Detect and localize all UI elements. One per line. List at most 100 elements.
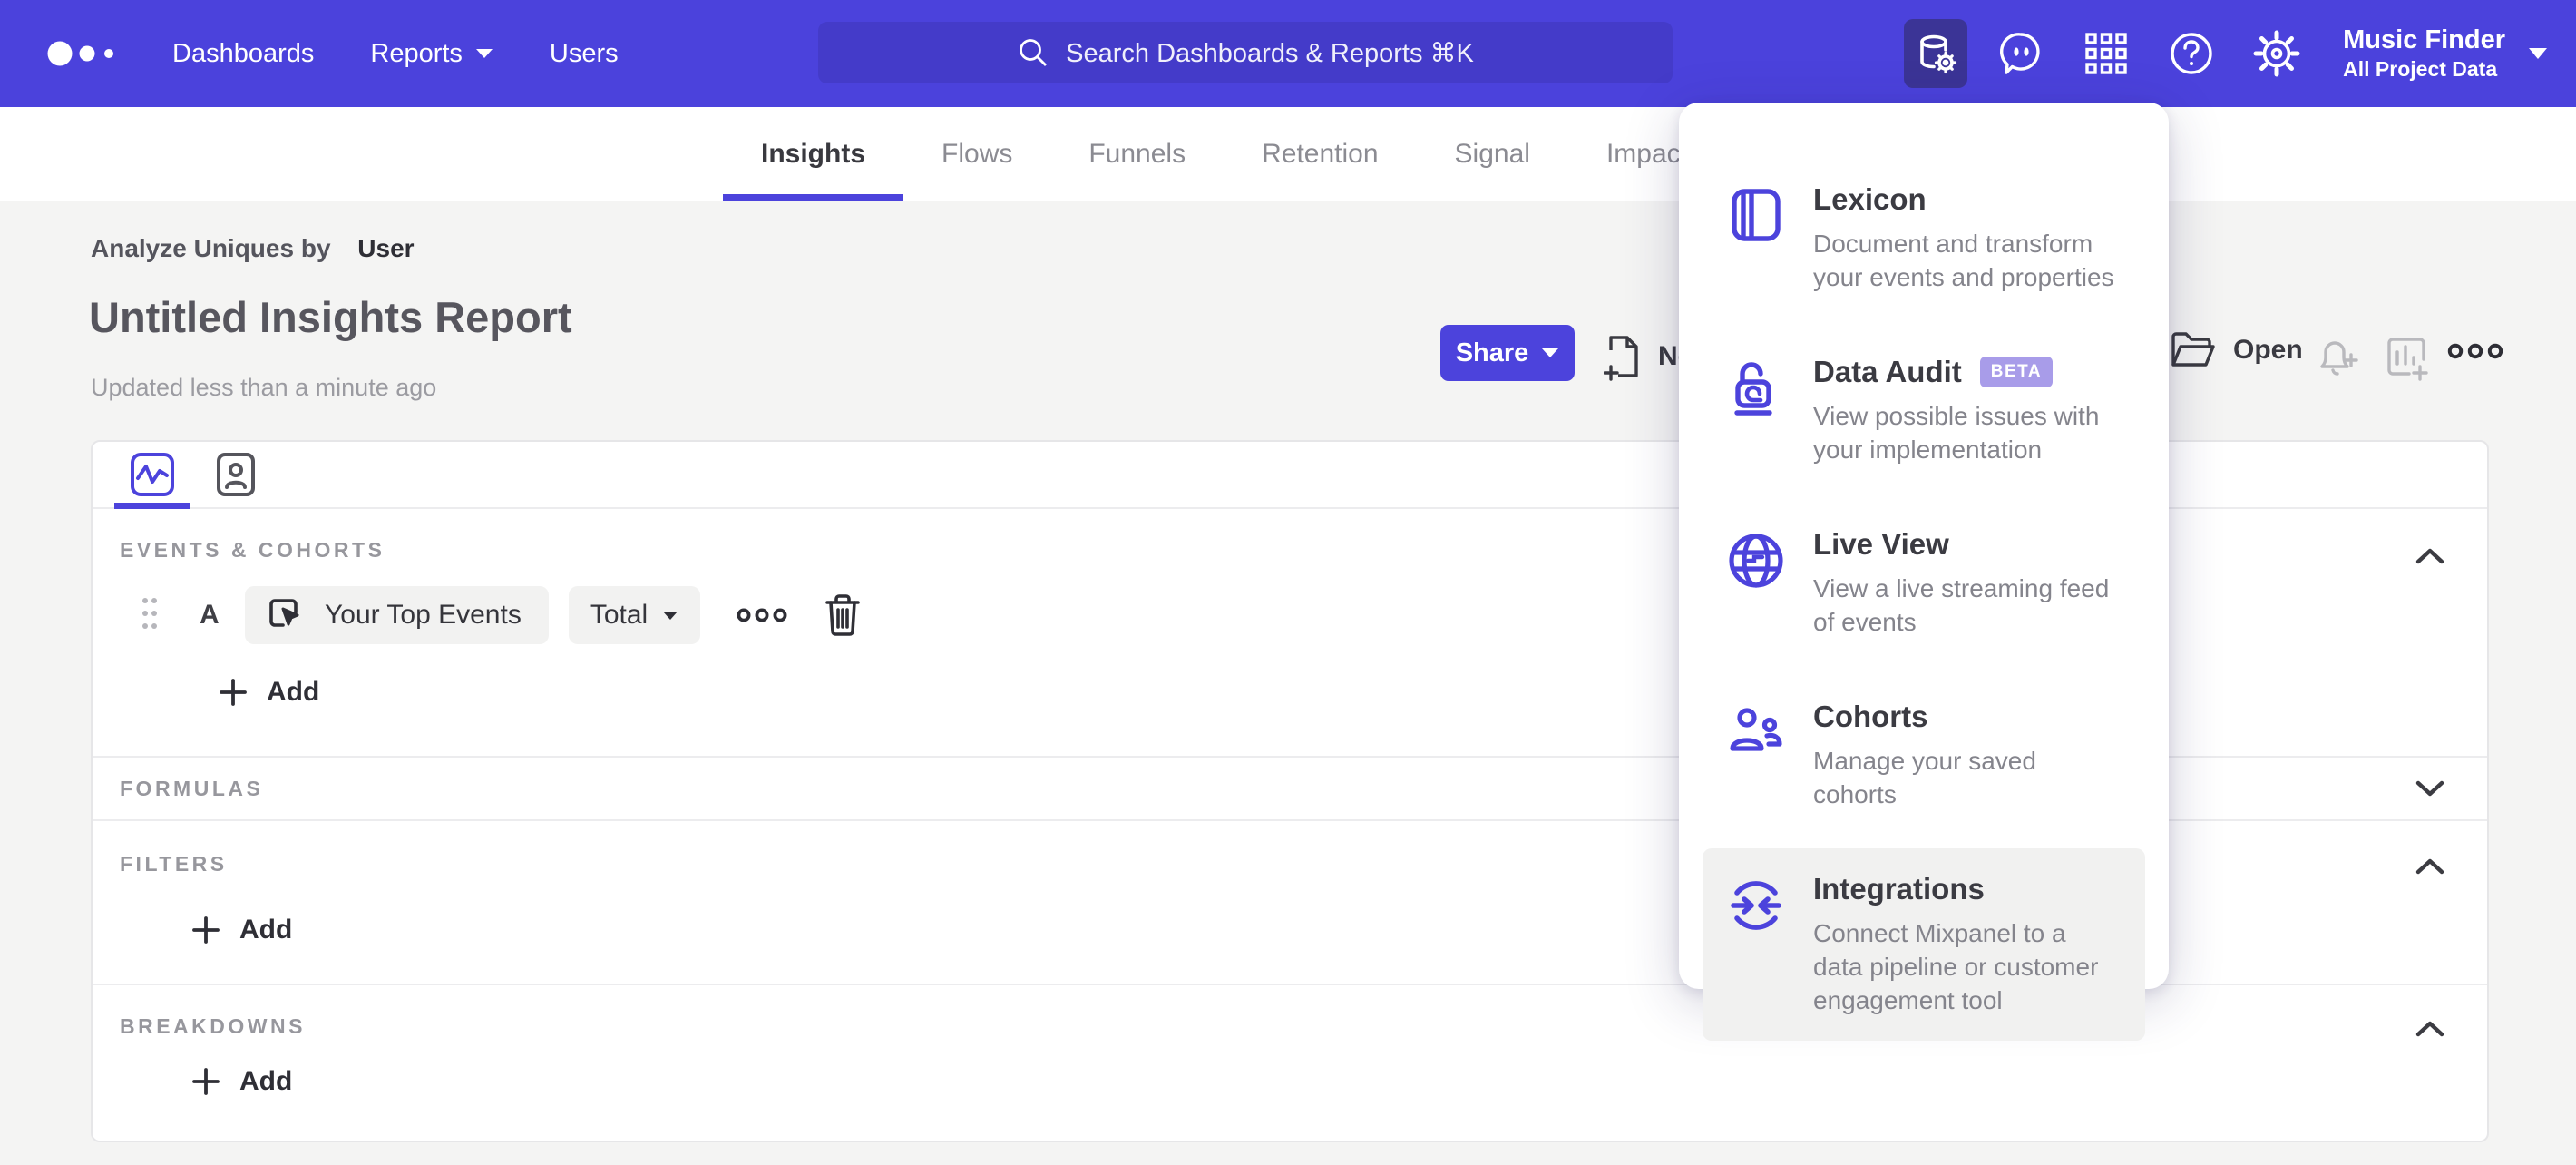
trash-icon xyxy=(825,594,861,636)
event-row-more-button[interactable] xyxy=(737,606,787,624)
updated-timestamp: Updated less than a minute ago xyxy=(91,374,437,401)
breakdowns-section-label: BREAKDOWNS xyxy=(120,1014,306,1038)
top-navigation-bar: Dashboards Reports Users Search Dashboar… xyxy=(0,0,2576,107)
live-view-globe-icon xyxy=(1726,527,1786,640)
add-to-board-button[interactable] xyxy=(2382,334,2431,387)
chevron-up-icon xyxy=(2415,858,2444,875)
formulas-section: FORMULAS xyxy=(93,756,2487,819)
menu-item-description: View a live streaming feed of events xyxy=(1813,573,2110,636)
add-breakdown-button[interactable]: Add xyxy=(192,1066,292,1097)
filters-section-label: FILTERS xyxy=(120,852,228,876)
nav-dashboards[interactable]: Dashboards xyxy=(172,39,314,69)
cursor-click-icon xyxy=(269,599,299,627)
chevron-up-icon xyxy=(2415,1021,2444,1037)
tab-retention[interactable]: Retention xyxy=(1224,107,1416,201)
tab-users-view[interactable] xyxy=(194,442,278,507)
menu-item-description: Document and transform your events and p… xyxy=(1813,230,2114,291)
filters-section: FILTERS Add xyxy=(93,819,2487,984)
plus-icon xyxy=(192,1068,220,1095)
create-alert-button[interactable] xyxy=(2313,334,2362,384)
analyze-label: Analyze Uniques by xyxy=(91,234,331,262)
menu-item-live-view[interactable]: Live View View a live streaming feed of … xyxy=(1703,504,2145,663)
tab-flows[interactable]: Flows xyxy=(903,107,1050,201)
feedback-button[interactable] xyxy=(1978,0,2064,107)
menu-item-lexicon[interactable]: Lexicon Document and transform your even… xyxy=(1703,159,2145,318)
tab-flows-label: Flows xyxy=(942,138,1013,169)
file-plus-icon xyxy=(1604,336,1638,381)
person-card-tab-icon xyxy=(217,453,255,496)
gear-icon xyxy=(2253,30,2300,77)
tab-insights[interactable]: Insights xyxy=(723,107,904,201)
add-event-button[interactable]: Add xyxy=(220,677,319,708)
chevron-down-icon xyxy=(1542,348,1559,357)
collapse-filters-chevron[interactable] xyxy=(2415,857,2445,880)
help-button[interactable] xyxy=(2149,0,2234,107)
analyze-value-dropdown[interactable]: User xyxy=(357,234,415,262)
topbar-right-cluster: Music Finder All Project Data xyxy=(1893,0,2549,107)
plus-icon xyxy=(192,916,220,944)
database-gear-icon xyxy=(1920,34,1957,74)
tab-signal[interactable]: Signal xyxy=(1417,107,1568,201)
three-dots-icon xyxy=(737,608,787,622)
event-row-A: A Your Top Events Total xyxy=(120,586,2487,644)
menu-item-cohorts[interactable]: Cohorts Manage your saved cohorts xyxy=(1703,676,2145,836)
events-section-label: EVENTS & COHORTS xyxy=(120,538,385,562)
series-letter: A xyxy=(200,600,220,630)
nav-reports[interactable]: Reports xyxy=(370,39,493,69)
add-filter-button[interactable]: Add xyxy=(192,915,292,945)
menu-item-data-audit[interactable]: Data Audit BETA View possible issues wit… xyxy=(1703,331,2145,491)
formulas-section-label: FORMULAS xyxy=(120,776,264,800)
delete-event-button[interactable] xyxy=(824,593,862,637)
events-cohorts-section: EVENTS & COHORTS A Your Top Events Total xyxy=(93,509,2487,756)
open-report-label: Open xyxy=(2233,335,2303,365)
primary-nav: Dashboards Reports Users xyxy=(172,39,619,69)
event-selector-label: Your Top Events xyxy=(325,600,522,630)
bell-plus-icon xyxy=(2320,341,2358,376)
menu-item-title: Live View xyxy=(1813,526,1949,561)
tab-insights-label: Insights xyxy=(761,138,866,169)
data-management-active-tile xyxy=(1904,19,1968,88)
menu-item-title: Lexicon xyxy=(1813,182,1927,216)
menu-item-integrations[interactable]: Integrations Connect Mixpanel to a data … xyxy=(1703,847,2145,1042)
data-management-dropdown: Lexicon Document and transform your even… xyxy=(1679,103,2169,1042)
open-report-button[interactable]: Open xyxy=(2170,330,2303,370)
chevron-down-icon xyxy=(2415,780,2444,797)
event-selector-button[interactable]: Your Top Events xyxy=(245,586,549,644)
share-button[interactable]: Share xyxy=(1440,325,1575,381)
project-switcher[interactable]: Music Finder All Project Data xyxy=(2343,24,2549,83)
project-name: Music Finder xyxy=(2343,24,2505,54)
tab-funnels[interactable]: Funnels xyxy=(1050,107,1224,201)
nav-users[interactable]: Users xyxy=(550,39,619,69)
menu-item-description: View possible issues with your implement… xyxy=(1813,401,2100,464)
lexicon-book-icon xyxy=(1726,182,1786,295)
chevron-down-icon xyxy=(475,49,493,58)
plus-icon xyxy=(220,679,247,706)
collapse-events-chevron[interactable] xyxy=(2415,547,2445,570)
chevron-up-icon xyxy=(2415,548,2444,564)
cohorts-people-icon xyxy=(1726,700,1786,812)
tab-signal-label: Signal xyxy=(1454,138,1530,169)
project-scope: All Project Data xyxy=(2343,57,2498,82)
tab-impact[interactable]: Impact xyxy=(1568,107,1726,201)
share-button-label: Share xyxy=(1455,338,1529,367)
drag-handle-icon[interactable] xyxy=(140,594,160,637)
chart-plus-icon xyxy=(2387,338,2428,381)
report-title[interactable]: Untitled Insights Report xyxy=(89,293,572,341)
tab-funnels-label: Funnels xyxy=(1088,138,1186,169)
search-placeholder: Search Dashboards & Reports ⌘K xyxy=(1066,38,1474,68)
collapse-breakdowns-chevron[interactable] xyxy=(2415,1020,2445,1043)
folder-open-icon xyxy=(2171,332,2215,367)
metric-selector-label: Total xyxy=(590,600,649,630)
beta-badge: BETA xyxy=(1979,356,2054,387)
settings-button[interactable] xyxy=(2234,0,2319,107)
metric-selector-button[interactable]: Total xyxy=(568,586,701,644)
mixpanel-logo-icon[interactable] xyxy=(47,35,129,72)
expand-formulas-chevron[interactable] xyxy=(2415,779,2445,802)
tab-metrics-view[interactable] xyxy=(111,442,194,509)
search-input[interactable]: Search Dashboards & Reports ⌘K xyxy=(818,22,1673,83)
more-options-button[interactable] xyxy=(2447,341,2503,366)
menu-item-title: Integrations xyxy=(1813,871,1985,906)
tab-retention-label: Retention xyxy=(1262,138,1379,169)
apps-grid-button[interactable] xyxy=(2064,0,2149,107)
data-management-button[interactable] xyxy=(1893,0,1978,107)
